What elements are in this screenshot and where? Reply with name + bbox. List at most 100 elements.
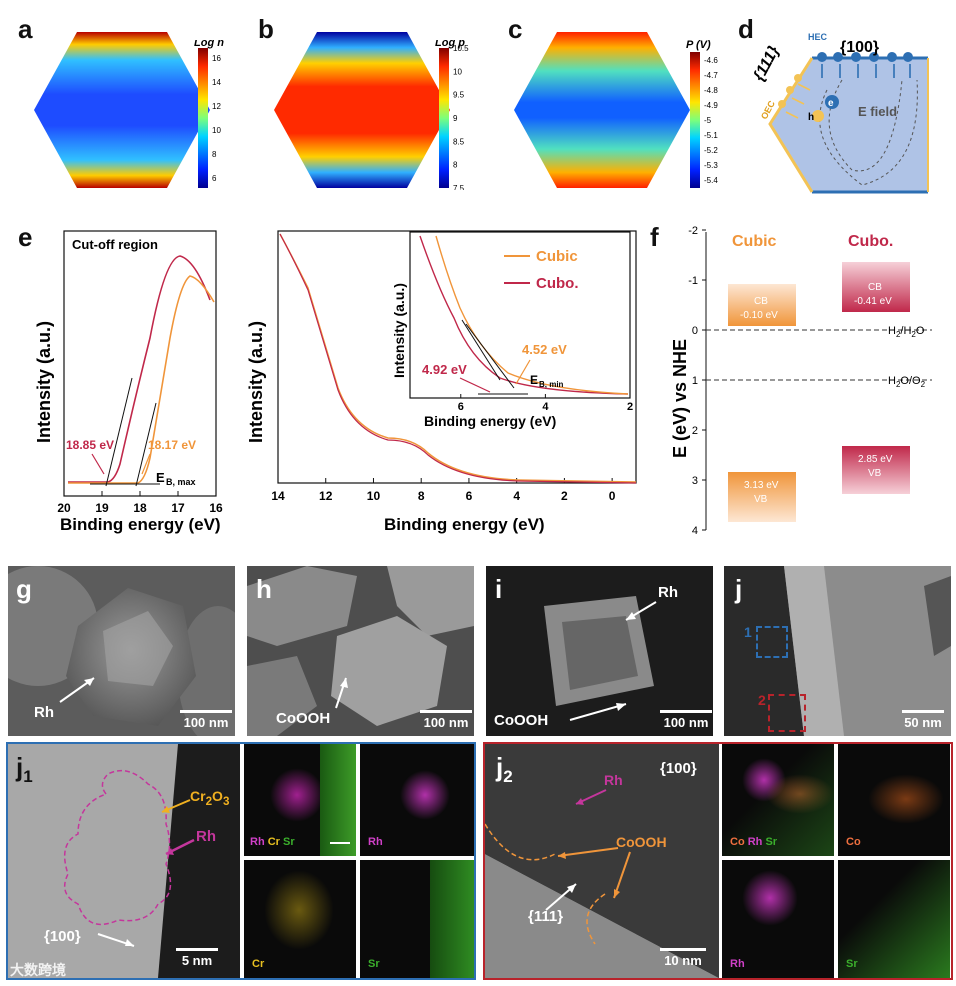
j1-rh-label: Rh xyxy=(196,828,216,845)
panel-d-schematic: e h {100} HEC {111} OEC E field xyxy=(752,32,929,194)
j1-map-overlay: Rh Cr Sr xyxy=(244,744,356,856)
cubo-cb-box xyxy=(842,262,910,312)
j2-rh-arrow xyxy=(575,789,607,805)
legend-cubo: Cubo. xyxy=(536,275,579,292)
hec-label: HEC xyxy=(808,32,828,42)
colorbar-tick: 16 xyxy=(212,54,221,63)
inset-tick: 6 xyxy=(458,401,464,413)
colorbar-tick: 7.5 xyxy=(453,184,465,190)
panel-a-carrier-density-map xyxy=(34,32,210,188)
j1-rh-arrow xyxy=(165,838,195,856)
colorbar-c-title: P (V) xyxy=(686,40,711,51)
cutoff-tick: 20 xyxy=(57,501,71,515)
h2-label: H2/H2O xyxy=(888,325,925,339)
valence-tick: 14 xyxy=(271,489,285,503)
band-tick: -2 xyxy=(688,226,698,237)
panel-label-j: j xyxy=(735,574,743,604)
watermark: 大数跨境 xyxy=(10,962,66,978)
colorbar-c: P (V) -4.6 -4.7 -4.8 -4.9 -5 -5.1 -5.2 -5.3 -5.4 xyxy=(686,40,718,188)
colorbar-tick: 12 xyxy=(212,102,221,111)
inset-ann-cubic: 4.52 eV xyxy=(522,342,567,357)
cutoff-tick: 16 xyxy=(209,501,223,515)
sem-image-i xyxy=(486,566,713,736)
cubo-vb-value: 2.85 eV xyxy=(858,454,893,465)
j1-facet-label: {100} xyxy=(44,928,81,945)
g-scalebar: 100 nm xyxy=(180,710,232,730)
electron-label: e xyxy=(828,98,834,109)
j2-map-overlay: Co Rh Sr xyxy=(722,744,834,856)
cubic-vb-box xyxy=(728,472,796,522)
efield-label: E field xyxy=(858,104,897,119)
cutoff-tick: 19 xyxy=(95,501,109,515)
panel-label-j2: j2 xyxy=(496,752,513,787)
colorbar-tick: 14 xyxy=(212,78,221,87)
cubo-cb-label: CB xyxy=(868,282,882,293)
i-cooh-arrow xyxy=(569,703,627,721)
valence-tick: 0 xyxy=(609,489,616,503)
j1-scalebar: 5 nm xyxy=(176,948,218,968)
g-rh-label: Rh xyxy=(34,704,54,721)
i-cooh-label: CoOOH xyxy=(494,712,549,729)
colorbar-b-title: Log p xyxy=(435,40,465,49)
cubo-vb-label: VB xyxy=(868,468,882,479)
j2-facet-arrow xyxy=(545,883,577,911)
cubic-cb-value: -0.10 eV xyxy=(740,310,778,321)
colorbar-tick: 10.5 xyxy=(453,44,469,53)
panel-e-cutoff-plot: Cut-off region Intensity (a.u.) Binding … xyxy=(34,230,223,534)
hole-label: h xyxy=(808,112,814,123)
panel-label-d: d xyxy=(738,14,754,44)
j2-map-rh: Rh xyxy=(722,860,834,978)
j2-scalebar: 10 nm xyxy=(660,948,706,968)
inset-ylabel: Intensity (a.u.) xyxy=(391,283,407,378)
cubic-cb-box xyxy=(728,284,796,326)
j-box-1-label: 1 xyxy=(744,624,752,640)
cutoff-emax: E xyxy=(156,470,165,485)
panel-label-a: a xyxy=(18,14,33,44)
cutoff-tick: 18 xyxy=(133,501,147,515)
colorbar-tick: -4.9 xyxy=(704,101,718,110)
band-cubic-title: Cubic xyxy=(732,233,777,250)
band-tick: 1 xyxy=(692,375,698,387)
valence-tick: 12 xyxy=(319,489,333,503)
valence-ylabel: Intensity (a.u.) xyxy=(246,321,266,443)
valence-tick: 4 xyxy=(513,489,520,503)
inset-ann-cubo: 4.92 eV xyxy=(422,362,467,377)
cutoff-emax-sub: B, max xyxy=(166,477,196,487)
j1-facet-arrow xyxy=(97,933,135,947)
inset-emin-sub: B, min xyxy=(539,380,564,389)
j1-map-cr: Cr xyxy=(244,860,356,978)
panel-label-i: i xyxy=(495,574,503,604)
colorbar-tick: -4.6 xyxy=(704,56,718,65)
j2-facet-111: {111} xyxy=(528,908,564,925)
colorbar-tick: -4.8 xyxy=(704,86,718,95)
colorbar-tick: 9.5 xyxy=(453,91,465,100)
inset-tick: 4 xyxy=(542,401,549,413)
colorbar-a: Log n 16 14 12 10 8 6 xyxy=(194,40,224,188)
valence-xlabel: Binding energy (eV) xyxy=(384,515,545,534)
j2-map-co: Co xyxy=(838,744,950,856)
cubo-cb-value: -0.41 eV xyxy=(854,296,892,307)
valence-tick: 2 xyxy=(561,489,568,503)
j2-frame xyxy=(483,742,953,980)
valence-tick: 6 xyxy=(466,489,473,503)
panel-f-band-diagram: E (eV) vs NHE -2 -1 0 1 2 3 4 H2/H2O H2O/O2 Cu… xyxy=(670,226,932,537)
legend-cubic: Cubic xyxy=(536,248,578,265)
cutoff-xlabel: Binding energy (eV) xyxy=(60,515,221,534)
panel-label-f: f xyxy=(650,222,659,252)
cubic-vb-value: 3.13 eV xyxy=(744,480,779,491)
panel-label-c: c xyxy=(508,14,523,44)
cutoff-ann-cubo: 18.85 eV xyxy=(66,438,114,452)
h-cooh-arrow xyxy=(335,677,348,709)
band-cubo-title: Cubo. xyxy=(848,233,893,250)
j2-rh-label: Rh xyxy=(604,772,623,788)
i-rh-label: Rh xyxy=(658,584,678,601)
cutoff-tick: 17 xyxy=(171,501,185,515)
colorbar-tick: 9 xyxy=(453,114,458,123)
j1-map-sr: Sr xyxy=(360,860,474,978)
j-scalebar: 50 nm xyxy=(902,710,944,730)
colorbar-tick: 10 xyxy=(453,67,462,76)
h-cooh-label: CoOOH xyxy=(276,710,331,727)
colorbar-tick: 6 xyxy=(212,174,217,183)
colorbar-a-title: Log n xyxy=(194,40,224,49)
sem-image-g xyxy=(8,566,235,736)
